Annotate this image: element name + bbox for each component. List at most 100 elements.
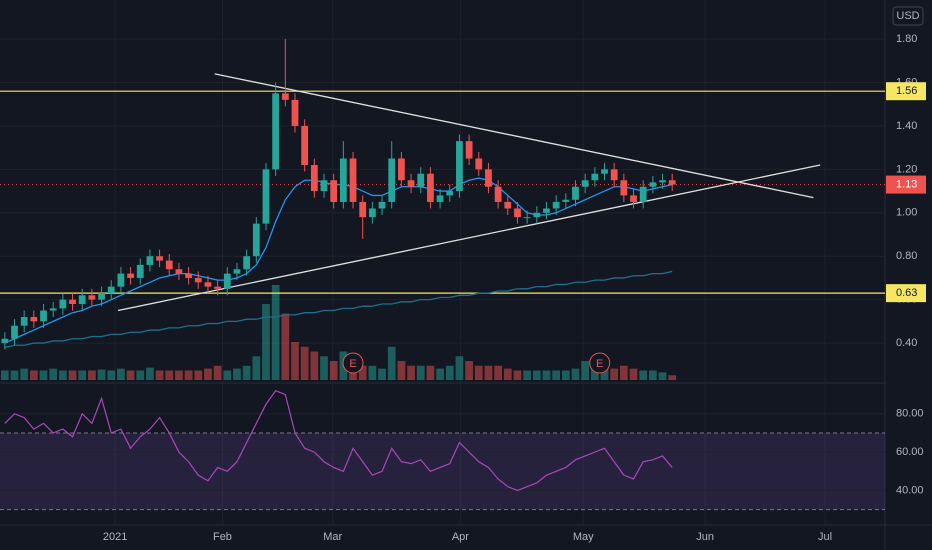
x-tick-label: Jun bbox=[696, 531, 714, 543]
candle-body bbox=[668, 180, 676, 185]
moving-average bbox=[4, 270, 673, 349]
volume-bar bbox=[20, 368, 29, 380]
level-label-bg bbox=[886, 82, 926, 101]
x-tick-label: May bbox=[573, 531, 594, 543]
x-tick-label: Apr bbox=[452, 531, 469, 543]
candle-body bbox=[427, 173, 434, 202]
candle-body bbox=[446, 191, 454, 196]
volume-bar bbox=[658, 372, 667, 380]
moving-average bbox=[4, 177, 673, 344]
candle-body bbox=[543, 208, 550, 213]
candle-body bbox=[320, 180, 328, 192]
trendline bbox=[214, 73, 814, 199]
volume-bar bbox=[523, 370, 531, 380]
volume-bar bbox=[310, 351, 319, 380]
candle-body bbox=[368, 208, 376, 218]
volume-bar bbox=[59, 370, 67, 380]
candle-body bbox=[117, 273, 125, 287]
volume-bar bbox=[581, 361, 590, 380]
level-label-bg bbox=[886, 284, 926, 303]
candle-body bbox=[127, 273, 134, 278]
candle-body bbox=[533, 212, 541, 218]
y-tick-label: 1.80 bbox=[896, 33, 917, 45]
volume-bar bbox=[281, 313, 290, 380]
candle-body bbox=[49, 308, 57, 311]
event-marker bbox=[589, 352, 611, 374]
candle-body bbox=[223, 273, 231, 289]
volume-bar bbox=[455, 356, 464, 380]
candle-body bbox=[620, 180, 628, 196]
candle-body bbox=[407, 180, 415, 187]
volume-bar bbox=[590, 365, 599, 380]
volume-bar bbox=[320, 356, 328, 380]
candle-body bbox=[359, 201, 367, 218]
candle-body bbox=[494, 186, 502, 202]
candle-body bbox=[330, 180, 338, 202]
candle-body bbox=[281, 93, 289, 100]
last-price-bg bbox=[886, 175, 926, 194]
candle-body bbox=[40, 310, 47, 322]
candle-body bbox=[301, 125, 309, 166]
volume-bar bbox=[629, 368, 638, 380]
candle-body bbox=[475, 158, 483, 170]
volume-bar bbox=[426, 365, 435, 380]
volume-bar bbox=[571, 368, 580, 380]
candle-body bbox=[243, 256, 251, 270]
volume-bar bbox=[107, 370, 116, 380]
volume-bar bbox=[10, 370, 19, 380]
event-label: E bbox=[349, 358, 356, 370]
candle-body bbox=[194, 277, 202, 283]
candle-body bbox=[30, 317, 38, 322]
x-tick-label: 2021 bbox=[103, 531, 127, 543]
y-tick-label: 0.40 bbox=[896, 337, 917, 349]
volume-bar bbox=[117, 368, 125, 380]
rsi-tick-label: 60.00 bbox=[896, 446, 924, 458]
volume-bar bbox=[39, 370, 48, 380]
volume-bar bbox=[68, 370, 77, 380]
candle-body bbox=[591, 173, 599, 181]
currency-box bbox=[892, 6, 924, 26]
volume-bar bbox=[513, 370, 522, 380]
candle-body bbox=[562, 199, 570, 202]
candle-body bbox=[59, 299, 67, 309]
candle-body bbox=[378, 201, 386, 209]
volume-bar bbox=[397, 361, 406, 380]
volume-bar bbox=[532, 370, 541, 380]
volume-bar bbox=[368, 365, 377, 380]
volume-bar bbox=[649, 370, 657, 380]
candle-body bbox=[136, 264, 144, 278]
volume-bar bbox=[407, 365, 415, 380]
volume-bar bbox=[252, 356, 261, 380]
event-label: E bbox=[596, 358, 603, 370]
candle-body bbox=[69, 299, 76, 304]
volume-bar bbox=[194, 370, 203, 380]
volume-bar bbox=[291, 342, 299, 380]
volume-bar bbox=[619, 365, 628, 380]
volume-bar bbox=[436, 368, 444, 380]
level-label: 0.63 bbox=[896, 287, 917, 299]
volume-bar bbox=[233, 368, 241, 380]
candle-body bbox=[252, 223, 260, 257]
candle-body bbox=[156, 256, 163, 261]
volume-bar bbox=[262, 304, 270, 380]
volume-bar bbox=[242, 365, 251, 380]
candle-body bbox=[465, 141, 473, 159]
volume-bar bbox=[175, 370, 183, 380]
volume-bar bbox=[668, 375, 677, 380]
candle-body bbox=[88, 295, 96, 300]
candle-body bbox=[78, 295, 86, 304]
x-tick-label: Feb bbox=[213, 531, 232, 543]
volume-bar bbox=[494, 365, 502, 380]
volume-bar bbox=[126, 370, 135, 380]
x-tick-label: Mar bbox=[323, 531, 342, 543]
candle-body bbox=[204, 282, 212, 287]
candle-body bbox=[107, 286, 115, 294]
y-tick-label: 0.80 bbox=[896, 250, 917, 262]
y-tick-label: 1.20 bbox=[896, 163, 917, 175]
volume-bar bbox=[358, 365, 367, 380]
candle-body bbox=[572, 186, 579, 200]
volume-bar bbox=[78, 370, 87, 380]
candle-body bbox=[630, 195, 637, 202]
candle-body bbox=[1, 338, 9, 344]
volume-bar bbox=[184, 370, 193, 380]
